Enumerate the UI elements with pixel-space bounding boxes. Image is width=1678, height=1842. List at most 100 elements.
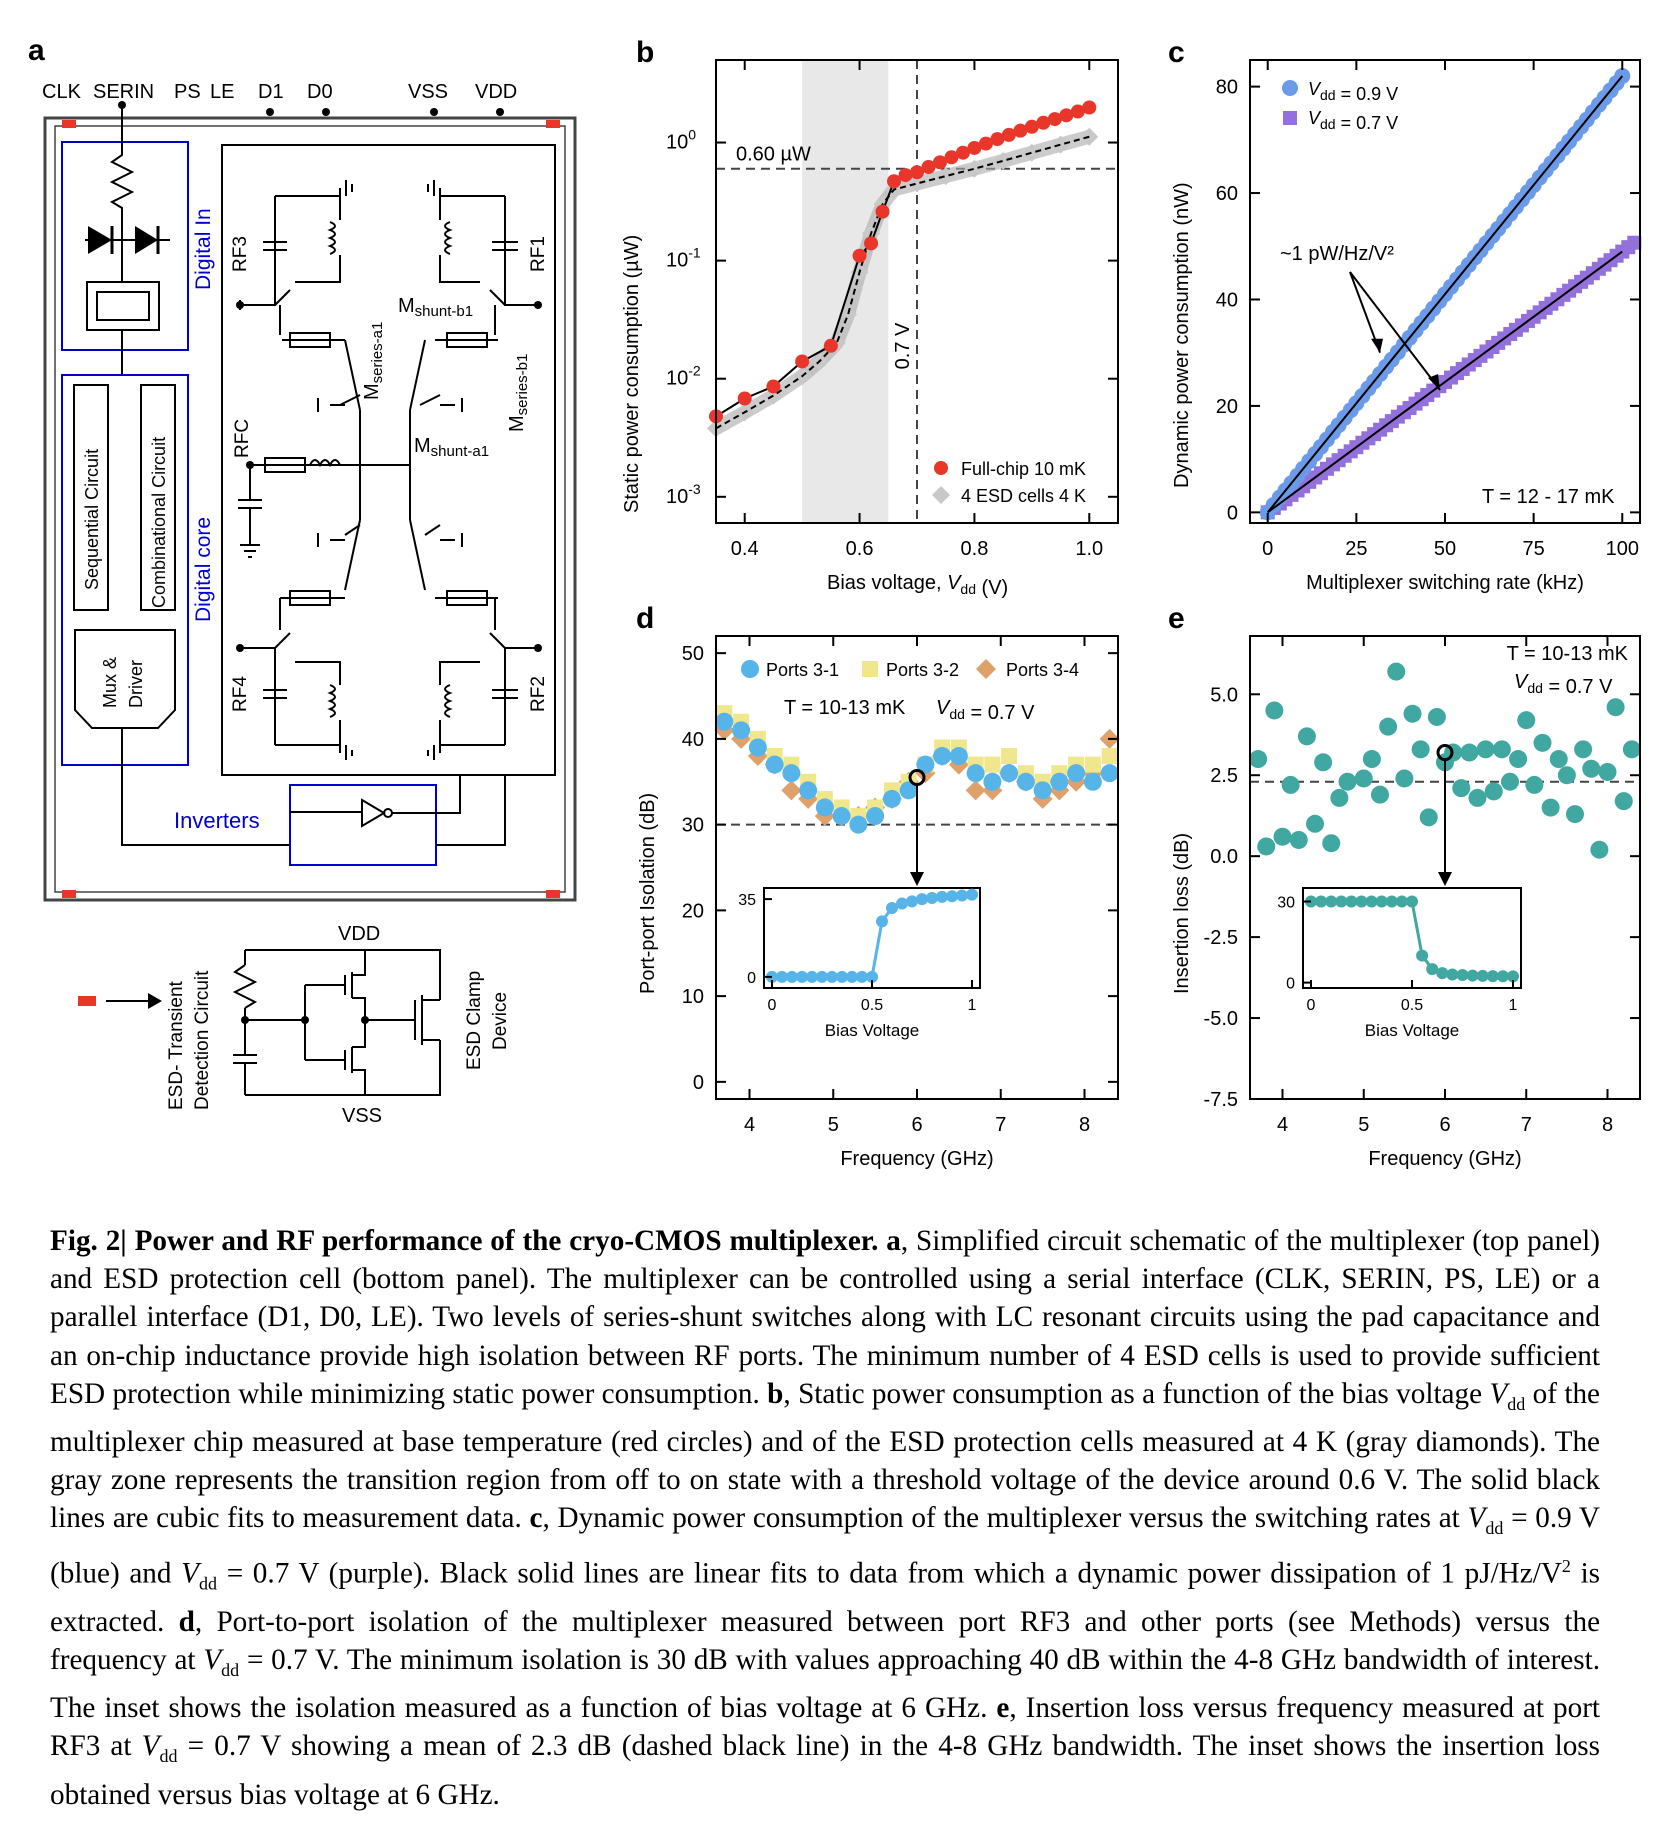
caption-c-label: c [529,1502,543,1535]
y-axis-label: Port-port Isolation (dB) [637,793,659,994]
data-point [1582,759,1601,778]
inset-point [1496,970,1509,983]
v-symbol: V [1308,79,1322,99]
y-axis-label: Dynamic power consumption (nW) [1171,182,1193,488]
full-chip-point [1013,123,1028,138]
x-tick-label: 4 [744,1114,755,1136]
inset-point [1406,895,1418,908]
data-point [1533,733,1552,752]
inset-x-tick-label: 1 [968,997,977,1014]
inset-x-label: Bias Voltage [1365,1021,1460,1040]
rf2-label: RF2 [528,676,549,712]
vdd-v: V [203,1644,222,1677]
data-point [1606,698,1625,717]
text-part: = 0.9 V [1336,84,1399,104]
data-point [1338,772,1357,791]
caption-c-text-2: = 0.9 V (blue) and [50,1502,1601,1591]
caption-a-label: a [886,1225,901,1257]
temperature-annotation: T = 10-13 mK [1507,643,1629,665]
esd-vdd-label: VDD [338,923,380,945]
transition-region [802,60,889,523]
inverter-symbol [361,798,386,828]
data-point [1468,788,1487,807]
figure-caption: Fig. 2| Power and RF performance of the … [50,1225,1601,1811]
panel-label-a: a [28,34,45,67]
legend-marker [1283,111,1297,125]
x-tick-label: 0.6 [846,538,874,560]
data-point [715,712,734,731]
plot-frame [715,59,1119,524]
inset-point [1355,895,1368,908]
data-point [899,781,918,800]
full-chip-point [967,140,982,155]
data-point [1622,740,1641,759]
pin-vdd: VDD [475,81,517,103]
temperature-annotation: T = 10-13 mK [784,697,906,719]
inset-point [896,897,908,910]
data-point [1314,753,1333,772]
full-chip-point [737,391,752,406]
caption-e-label: e [996,1692,1010,1725]
y-tick-label: 20 [682,900,704,922]
data-point [983,772,1002,791]
x-tick-label: 4 [1277,1114,1288,1136]
caption-b-text-1: Static power consumption as a function o… [798,1377,1483,1410]
full-chip-point [978,136,993,151]
bias-annotation: Vdd = 0.7 V [1514,671,1613,698]
x-tick-label: 8 [1079,1114,1090,1136]
esd-legend-marker [78,996,96,1006]
fit-line-0.9v [1266,75,1624,513]
mux-driver-label-2: Driver [126,660,146,708]
inset-point [1507,970,1519,983]
text-part: dd [960,581,976,597]
data-point [1249,750,1268,769]
pin-vss: VSS [408,81,448,103]
inset-point [1486,970,1499,983]
x-axis-label: Multiplexer switching rate (kHz) [1306,572,1584,594]
legend-label: Vdd = 0.7 V [1308,108,1398,133]
pin-serin: SERIN [93,81,154,103]
inset-point [906,895,918,908]
caption-b-label: b [767,1377,784,1410]
rf-switch-network [221,144,556,776]
text-part: = 0.7 V [965,702,1035,724]
purple-square-point [1627,235,1642,250]
x-tick-label: 7 [1521,1114,1532,1136]
y-axis-label: Insertion loss (dB) [1171,833,1193,994]
inset-point [1375,895,1388,908]
full-chip-point [1001,127,1016,142]
data-point [1016,772,1035,791]
data-point [1476,740,1495,759]
inset-point [926,892,938,904]
data-point [815,798,834,817]
caption-c-text-3: = 0.7 V (purple). Black solid lines are … [226,1558,1562,1591]
data-point [1411,740,1430,759]
inset-y-tick-label: 0 [747,970,756,987]
vdd-v: V [141,1730,160,1763]
caption-e-text-2: = 0.7 V showing a mean of 2.3 dB (dashed… [50,1730,1601,1811]
data-point [1297,727,1316,746]
data-point [949,747,968,766]
inset-point [846,970,858,983]
data-point [765,755,784,774]
data-point [1033,781,1052,800]
data-point [1525,775,1544,794]
esd-diamond-point [839,305,858,324]
x-tick-label: 25 [1345,538,1367,560]
text-part: -2 [688,363,701,379]
x-axis-label: Frequency (GHz) [1368,1148,1521,1170]
full-chip-point [944,150,959,165]
data-point [1273,827,1292,846]
esd-diamond-point [908,174,926,193]
data-point [1371,785,1389,804]
esd-vss-label: VSS [342,1105,382,1127]
m-shunt-a1-label: shunt-a1 [431,443,489,460]
data-point [1100,764,1119,783]
data-point [1557,766,1576,785]
data-point [849,815,868,834]
chart-c: c 0 20 40 60 80 0 25 50 75 100 Multiplexer switchin… [1168,36,1642,594]
full-chip-point [910,165,924,180]
data-point [1265,701,1284,720]
inset-point [886,902,898,914]
